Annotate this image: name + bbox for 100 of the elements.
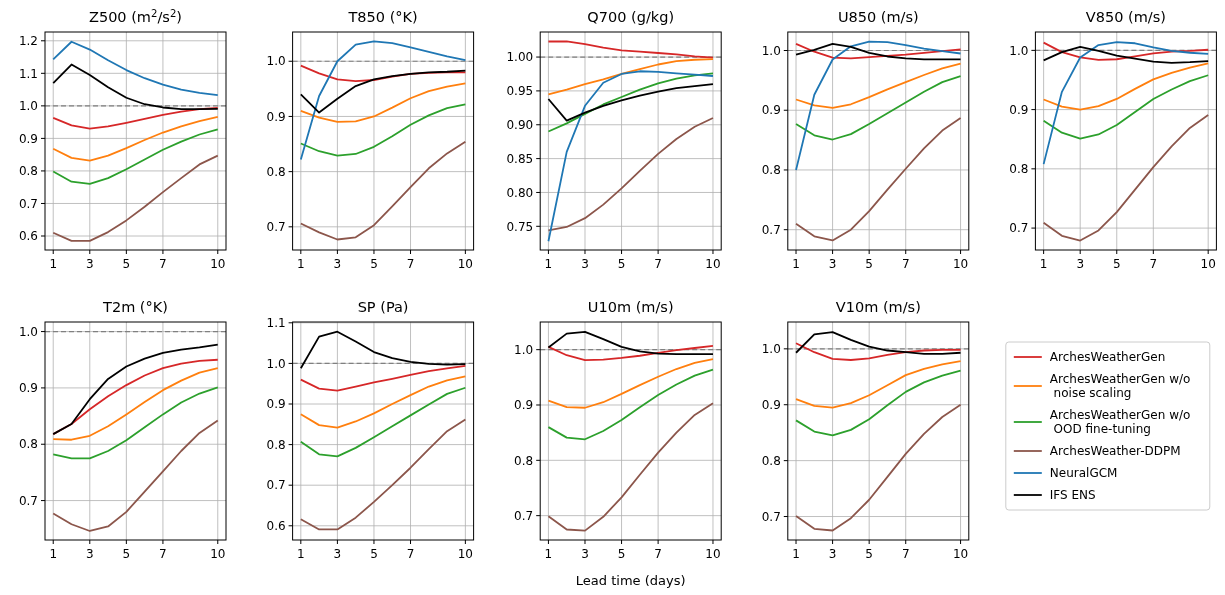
x-tick-label: 5 (122, 547, 131, 561)
y-tick-label: 0.75 (506, 219, 534, 234)
line-series (547, 117, 714, 232)
line-series (299, 69, 467, 114)
y-tick-label: 0.85 (506, 151, 534, 166)
chart-title: T850 (°K) (347, 9, 418, 25)
y-tick-label: 0.9 (18, 131, 38, 146)
line-series (299, 386, 467, 458)
y-tick-label: 0.8 (761, 163, 781, 178)
y-tick-label: 1.0 (18, 324, 38, 339)
chart-title: V850 (m/s) (1085, 9, 1166, 25)
legend-label: ArchesWeatherGen w/o OOD fine-tuning (1049, 408, 1191, 436)
y-tick-label: 0.8 (266, 437, 286, 452)
y-tick-label: 0.80 (506, 185, 534, 200)
y-tick-label: 0.9 (514, 398, 534, 413)
y-tick-label: 0.7 (514, 508, 534, 523)
y-tick-label: 1.1 (266, 316, 286, 331)
legend-label: ArchesWeather-DDPM (1049, 444, 1181, 458)
legend-label: ArchesWeatherGen (1049, 350, 1166, 364)
y-tick-label: 0.9 (761, 103, 781, 118)
chart-title: Q700 (g/kg) (587, 9, 675, 25)
line-series (1042, 62, 1210, 111)
y-tick-label: 1.0 (761, 342, 781, 357)
y-tick-label: 0.8 (514, 453, 534, 468)
x-tick-label: 1 (792, 547, 800, 561)
line-series (52, 419, 219, 532)
x-tick-label: 7 (654, 547, 662, 561)
line-series (299, 140, 467, 241)
line-series (795, 369, 962, 437)
x-tick-label: 3 (333, 547, 342, 561)
line-series (547, 58, 714, 96)
chart-title: Z500 (m$^{2}$/s$^{2}$) (88, 7, 183, 25)
x-tick-label: 5 (617, 547, 626, 561)
x-tick-label: 3 (581, 547, 589, 561)
line-series (547, 83, 714, 122)
chart-title: T2m (°K) (102, 299, 168, 315)
y-tick-label: 1.00 (506, 50, 534, 65)
line-series (52, 386, 219, 460)
x-tick-label: 7 (654, 257, 662, 271)
line-series (299, 364, 467, 392)
x-tick-label: 1 (49, 547, 58, 561)
x-tick-label: 3 (1076, 257, 1085, 271)
legend-label: IFS ENS (1049, 488, 1096, 502)
line-series (52, 63, 219, 111)
line-series (547, 344, 714, 362)
chart-title: U10m (m/s) (587, 299, 674, 315)
line-series (52, 116, 219, 162)
x-tick-label: 5 (370, 547, 378, 561)
legend-label: NeuralGCM (1049, 466, 1118, 480)
x-tick-label: 5 (617, 257, 626, 271)
x-tick-label: 1 (544, 257, 553, 271)
line-series (795, 62, 962, 109)
x-tick-label: 10 (705, 547, 721, 561)
chart-title: U850 (m/s) (837, 9, 919, 25)
y-tick-label: 0.8 (266, 164, 286, 179)
line-series (795, 40, 962, 171)
line-series (795, 403, 962, 532)
y-tick-label: 0.8 (761, 453, 781, 468)
x-tick-label: 3 (828, 547, 837, 561)
x-tick-label: 10 (210, 547, 226, 561)
line-series (547, 72, 714, 133)
line-series (299, 375, 467, 429)
line-series (299, 103, 467, 157)
line-series (547, 40, 714, 59)
y-tick-label: 1.2 (18, 33, 38, 48)
y-tick-label: 0.95 (506, 84, 534, 99)
x-tick-label: 7 (159, 257, 167, 271)
line-series (1042, 74, 1210, 140)
y-tick-label: 0.6 (266, 518, 286, 533)
x-tick-label: 10 (457, 547, 474, 561)
x-tick-label: 7 (406, 547, 415, 561)
y-tick-label: 1.0 (514, 342, 534, 357)
line-series (52, 106, 219, 130)
y-tick-label: 1.1 (18, 66, 38, 81)
x-tick-label: 10 (1200, 257, 1216, 271)
line-series (795, 117, 962, 242)
x-tick-label: 7 (901, 257, 910, 271)
x-tick-label: 7 (901, 547, 910, 561)
x-axis-title: Lead time (days) (575, 573, 686, 588)
y-tick-label: 0.9 (266, 397, 286, 412)
x-tick-label: 1 (297, 257, 305, 271)
line-series (1042, 114, 1210, 242)
line-series (547, 402, 714, 532)
y-tick-label: 0.9 (266, 109, 286, 124)
y-tick-label: 0.9 (18, 381, 38, 396)
chart-title: SP (Pa) (357, 299, 409, 315)
chart-title: V10m (m/s) (835, 299, 921, 315)
x-tick-label: 3 (333, 257, 342, 271)
y-tick-label: 1.0 (266, 356, 286, 371)
x-tick-label: 1 (792, 257, 800, 271)
line-series (547, 70, 714, 243)
line-series (795, 331, 962, 355)
x-tick-label: 3 (828, 257, 837, 271)
line-series (547, 331, 714, 355)
y-tick-label: 1.0 (266, 54, 286, 69)
x-tick-label: 5 (122, 257, 131, 271)
y-tick-label: 1.0 (761, 43, 781, 58)
x-tick-label: 5 (1112, 257, 1121, 271)
x-tick-label: 5 (865, 547, 873, 561)
x-tick-label: 7 (159, 547, 167, 561)
